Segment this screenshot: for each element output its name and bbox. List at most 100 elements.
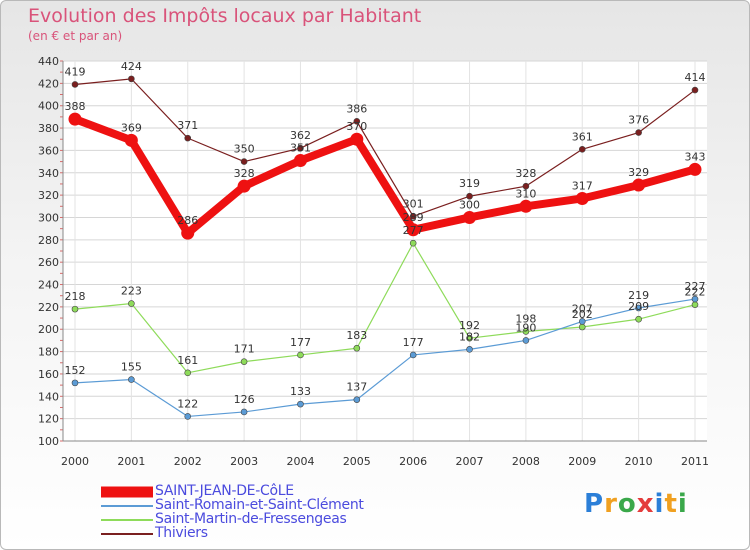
y-tick-label: 320 [38,189,59,202]
legend: SAINT-JEAN-DE-CôLE Saint-Romain-et-Saint… [101,483,461,541]
data-label: 137 [346,381,367,394]
legend-label: Saint-Martin-de-Fressengeas [155,511,347,527]
data-point [297,144,304,152]
x-tick-label: 2000 [61,455,89,468]
data-label: 171 [234,343,255,356]
legend-label: Saint-Romain-et-Saint-Clément [155,497,364,513]
data-point [578,323,586,331]
logo-letter: x [636,489,655,519]
legend-item: Saint-Martin-de-Fressengeas [101,511,461,527]
data-label: 155 [121,361,142,374]
legend-label: Thiviers [155,525,208,541]
data-point [466,334,473,342]
data-label: 207 [572,302,593,315]
data-point [635,129,642,136]
legend-swatch [101,505,153,507]
data-label: 192 [459,319,480,332]
legend-label: SAINT-JEAN-DE-CôLE [155,483,294,499]
data-point [578,318,586,325]
data-label: 343 [685,150,706,163]
data-label: 351 [290,141,311,154]
data-point [128,75,135,83]
data-label: 223 [121,285,142,298]
data-label: 388 [65,100,86,113]
data-label: 277 [403,224,424,237]
series-line [74,78,696,217]
y-tick-label: 280 [38,234,59,247]
data-label: 202 [572,308,593,321]
legend-item: Saint-Romain-et-Saint-Clément [101,497,461,513]
data-label: 183 [346,329,367,342]
data-label: 152 [65,364,86,377]
x-tick-label: 2001 [117,455,145,468]
data-point [71,305,79,313]
data-point [466,192,473,200]
data-point [240,408,248,416]
data-point [128,300,135,307]
data-point [237,179,251,193]
logo-letter: i [677,489,688,519]
legend-swatch [101,486,153,498]
data-label: 319 [459,177,480,190]
data-label: 369 [121,121,142,134]
y-tick-label: 440 [38,55,59,68]
data-label: 218 [65,290,86,303]
x-tick-label: 2008 [512,455,540,468]
data-point [522,337,530,344]
data-label: 219 [628,289,649,302]
data-point [128,376,135,383]
y-tick-label: 300 [38,211,59,224]
data-label: 329 [628,166,649,179]
data-label: 371 [177,119,198,132]
data-label: 362 [290,129,311,142]
data-point [691,295,699,303]
data-point [240,158,248,165]
data-point [409,213,417,220]
legend-item: SAINT-JEAN-DE-CôLE [101,483,461,499]
y-tick-label: 220 [38,301,59,314]
data-point [71,379,79,387]
data-point [578,145,586,153]
data-label: 222 [685,286,706,299]
data-point [688,162,702,176]
data-label: 376 [628,114,649,127]
chart-title: Evolution des Impôts locaux par Habitant [28,5,422,27]
logo-letter: t [664,489,678,519]
data-label: 286 [177,214,198,227]
x-tick-label: 2004 [286,455,314,468]
data-label: 161 [177,354,198,367]
x-tick-label: 2006 [399,455,427,468]
legend-swatch [101,519,153,521]
data-point [184,134,192,142]
data-label: 317 [572,179,593,192]
data-label: 190 [515,321,536,334]
legend-item: Thiviers [101,525,461,541]
data-point [297,351,304,359]
data-point [350,132,364,146]
data-point [184,413,192,420]
data-point [406,223,420,237]
data-point [353,344,361,352]
legend-swatch [101,533,153,535]
data-label: 414 [685,71,706,84]
x-tick-label: 2003 [230,455,258,468]
data-label: 350 [234,143,255,156]
data-point [691,86,699,94]
series-line [74,242,696,374]
data-label: 370 [346,120,367,133]
data-label: 133 [290,385,311,398]
data-point [635,315,642,323]
x-tick-label: 2005 [343,455,371,468]
y-tick-label: 340 [38,167,59,180]
x-tick-label: 2007 [456,455,484,468]
y-tick-label: 100 [38,435,59,448]
data-label: 328 [234,167,255,180]
logo-letter: i [654,489,665,519]
data-point [575,191,589,205]
data-point [184,369,192,377]
data-label: 177 [403,336,424,349]
y-tick-label: 160 [38,368,59,381]
data-point [522,182,530,190]
data-point [297,400,304,408]
